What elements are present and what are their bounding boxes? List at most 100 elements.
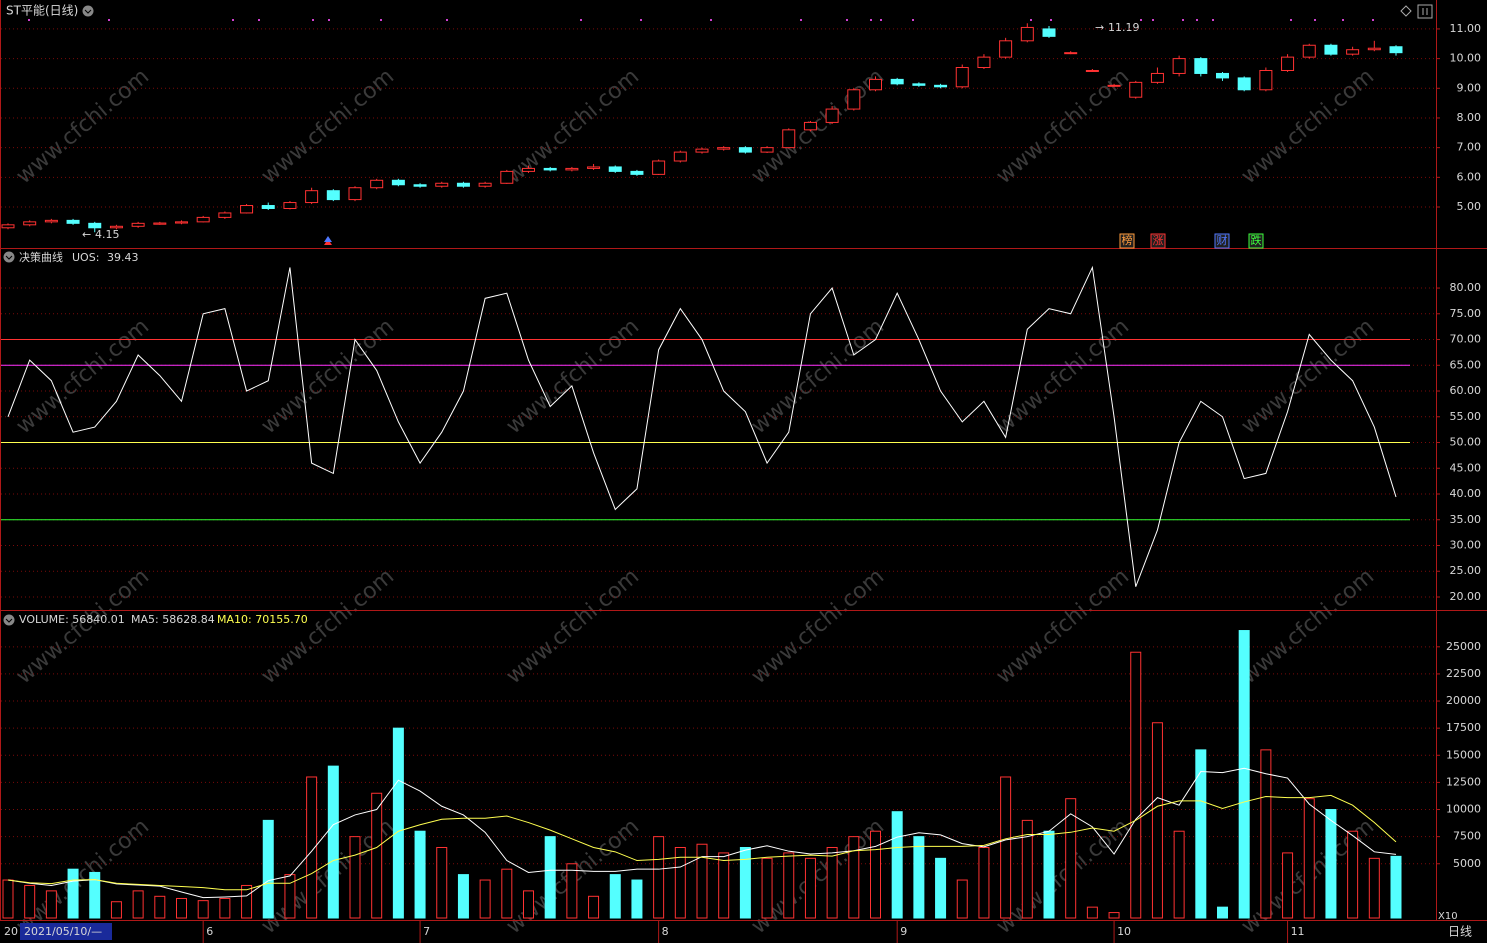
volume-bar: [1195, 749, 1207, 919]
event-dot: [846, 19, 848, 21]
volume-bar: [544, 836, 556, 919]
event-dot: [580, 19, 582, 21]
event-dot: [232, 19, 234, 21]
signal-label: 跌: [1251, 233, 1262, 247]
candle-body: [109, 225, 123, 229]
volume-bar: [523, 890, 534, 919]
event-dot: [328, 19, 330, 21]
y-tick-label: 6.00: [1457, 170, 1482, 183]
candle-body: [738, 147, 752, 153]
candle-body: [782, 129, 796, 149]
candle-body: [934, 84, 948, 88]
candle-body: [912, 83, 926, 86]
event-dot: [1342, 19, 1344, 21]
candle-body: [1216, 72, 1229, 79]
x-axis-start: 20: [4, 925, 18, 938]
event-dot: [870, 19, 872, 21]
y-tick-label: 55.00: [1450, 410, 1482, 423]
y-tick-label: 25000: [1446, 640, 1481, 653]
menu-icon-arrow: [5, 255, 13, 260]
volume-bar: [588, 895, 600, 919]
candle-body: [890, 78, 904, 85]
candle-body: [1367, 47, 1381, 51]
icon-diamond[interactable]: [1400, 5, 1412, 17]
candle-body: [1085, 69, 1099, 72]
event-dots: [28, 19, 1374, 21]
candle-body: [1281, 56, 1295, 71]
event-dot: [1030, 19, 1032, 21]
candle-body: [1324, 44, 1338, 55]
event-dot: [1314, 19, 1316, 21]
event-dot: [1050, 19, 1052, 21]
candle-body: [153, 222, 167, 225]
event-dot: [1290, 19, 1292, 21]
volume-bar: [241, 884, 253, 919]
volume-bar: [436, 846, 448, 919]
candle-body: [1346, 49, 1360, 55]
y-tick-label: 75.00: [1450, 307, 1482, 320]
y-tick-label: 8.00: [1457, 111, 1482, 124]
event-dot: [1372, 19, 1374, 21]
volume-bar: [24, 884, 36, 919]
y-tick-label: 10.00: [1450, 52, 1482, 65]
menu-icon[interactable]: [82, 5, 94, 17]
volume-bar: [631, 879, 643, 919]
y-tick-label: 25.00: [1450, 564, 1482, 577]
event-dot: [380, 19, 382, 21]
candle-body: [1259, 69, 1273, 91]
y-tick-label: 60.00: [1450, 384, 1482, 397]
menu-icon[interactable]: [3, 614, 15, 626]
y-tick-label: 20.00: [1450, 590, 1482, 603]
volume-legend: MA10: 70155.70: [217, 613, 308, 626]
volume-bar: [110, 901, 122, 919]
candle-body: [825, 108, 839, 123]
volume-bar: [457, 874, 469, 919]
y-tick-label: 12500: [1446, 775, 1481, 788]
volume-bar: [891, 811, 903, 919]
candle-body: [23, 221, 37, 226]
candle-body: [760, 147, 774, 153]
low-annotation-arrow: ←: [82, 228, 91, 241]
volume-bar: [1282, 852, 1294, 919]
y-tick-label: 45.00: [1450, 461, 1482, 474]
candle-body: [435, 182, 449, 187]
candle-body: [1129, 81, 1143, 98]
event-dot: [800, 19, 802, 21]
uos-line: [7, 265, 1397, 587]
candle-body: [456, 182, 470, 187]
volume-bar: [1347, 830, 1359, 919]
x-tick-label: 6: [206, 925, 213, 938]
candle-body: [1020, 26, 1034, 42]
event-dot: [912, 19, 914, 21]
volume-bar: [89, 871, 101, 919]
x-tick-label: 9: [900, 925, 907, 938]
event-dot: [312, 19, 314, 21]
volume-bar: [826, 846, 838, 919]
y-tick-label: 22500: [1446, 667, 1481, 680]
volume-bar: [1065, 798, 1077, 919]
volume-bar: [45, 890, 57, 919]
candle-body: [565, 167, 579, 171]
volume-bar: [804, 857, 816, 919]
volume-bar: [696, 843, 708, 919]
volume-bar: [913, 836, 925, 919]
candle-body: [218, 212, 232, 218]
candle-body: [587, 166, 601, 169]
volume-bar: [718, 852, 730, 919]
signal-box: [1119, 233, 1135, 249]
candle-body: [1107, 84, 1121, 87]
volume-bar: [414, 830, 426, 919]
x-tick-label: 10: [1117, 925, 1131, 938]
candle-body: [717, 147, 731, 150]
icon-window[interactable]: [1417, 4, 1433, 19]
menu-icon-arrow: [84, 9, 92, 14]
candle-body: [652, 160, 666, 175]
menu-icon[interactable]: [3, 251, 15, 263]
signal-label: 财: [1217, 233, 1228, 247]
candle-body: [1042, 28, 1056, 37]
volume-bar: [653, 836, 665, 919]
candle-body: [283, 202, 297, 209]
volume-bar: [1130, 651, 1142, 919]
signal-box: [1248, 233, 1264, 249]
event-dot: [880, 19, 882, 21]
